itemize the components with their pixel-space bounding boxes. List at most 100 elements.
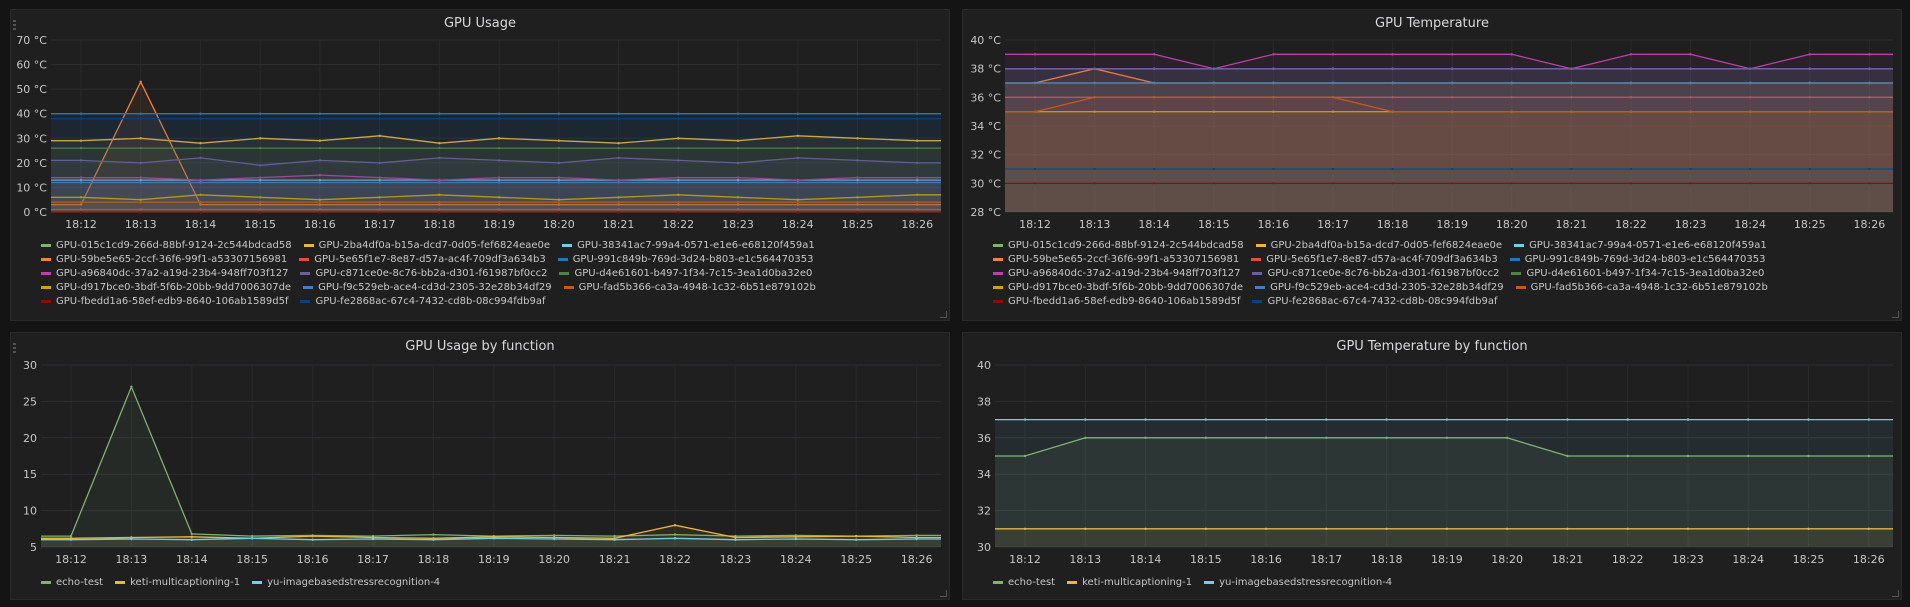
legend-item[interactable]: GPU-c871ce0e-8c76-bb2a-d301-f61987bf0cc2 bbox=[300, 266, 547, 280]
data-point bbox=[1747, 527, 1750, 530]
data-point bbox=[259, 112, 262, 115]
data-point bbox=[1212, 96, 1215, 99]
data-point bbox=[438, 178, 441, 182]
legend-item[interactable]: GPU-991c849b-769d-3d24-b803-e1c564470353 bbox=[557, 252, 813, 266]
x-tick-label: 18:23 bbox=[720, 553, 752, 566]
legend-item[interactable]: GPU-5e65f1e7-8e87-d57a-ac4f-709df3a634b3 bbox=[1251, 252, 1498, 266]
x-tick-label: 18:23 bbox=[1675, 218, 1707, 231]
data-point bbox=[79, 159, 83, 162]
series-area bbox=[51, 113, 941, 212]
data-point bbox=[139, 176, 142, 179]
data-point bbox=[1331, 167, 1335, 171]
series-area bbox=[41, 525, 941, 547]
legend-item[interactable]: GPU-a96840dc-37a2-a19d-23b4-948ff703f127 bbox=[41, 266, 288, 280]
data-point bbox=[378, 176, 381, 179]
data-point bbox=[1272, 81, 1275, 85]
legend-swatch bbox=[563, 285, 574, 289]
drag-handle-icon[interactable] bbox=[13, 343, 16, 353]
data-point bbox=[677, 181, 680, 184]
legend-item[interactable]: GPU-f9c529eb-ace4-cd3d-2305-32e28b34df29 bbox=[1255, 280, 1504, 294]
data-point bbox=[557, 178, 561, 182]
series-area bbox=[1005, 83, 1893, 212]
resize-handle-icon[interactable] bbox=[940, 311, 947, 318]
legend-label: GPU-fbedd1a6-58ef-edb9-8640-106ab1589d5f bbox=[56, 295, 289, 307]
panel-title[interactable]: GPU Temperature bbox=[1375, 16, 1489, 31]
legend-item[interactable]: GPU-c871ce0e-8c76-bb2a-d301-f61987bf0cc2 bbox=[1252, 266, 1499, 280]
legend-item[interactable]: GPU-a96840dc-37a2-a19d-23b4-948ff703f127 bbox=[993, 266, 1240, 280]
legend-item[interactable]: GPU-fbedd1a6-58ef-edb9-8640-106ab1589d5f bbox=[993, 294, 1240, 308]
data-point bbox=[736, 210, 740, 214]
x-tick-label: 18:24 bbox=[1732, 553, 1764, 566]
legend-item[interactable]: GPU-38341ac7-99a4-0571-e1e6-e68120f459a1 bbox=[1514, 238, 1767, 252]
data-point bbox=[916, 139, 919, 142]
data-point bbox=[378, 210, 381, 214]
legend-item[interactable]: GPU-015c1cd9-266d-88bf-9124-2c544bdcad58 bbox=[41, 238, 292, 252]
data-point bbox=[1689, 110, 1692, 113]
legend-item[interactable]: GPU-fe2868ac-67c4-7432-cd8b-08c994fdb9af bbox=[300, 294, 545, 308]
x-tick-label: 18:22 bbox=[662, 218, 694, 231]
drag-handle-icon[interactable] bbox=[13, 20, 16, 30]
resize-handle-icon[interactable] bbox=[940, 590, 947, 597]
data-point bbox=[79, 112, 83, 115]
legend-item[interactable]: GPU-fbedd1a6-58ef-edb9-8640-106ab1589d5f bbox=[41, 294, 288, 308]
legend-item[interactable]: GPU-f9c529eb-ace4-cd3d-2305-32e28b34df29 bbox=[303, 280, 552, 294]
panel-title[interactable]: GPU Usage bbox=[443, 16, 517, 31]
legend-item[interactable]: GPU-5e65f1e7-8e87-d57a-ac4f-709df3a634b3 bbox=[299, 252, 546, 266]
legend-item[interactable]: echo-test bbox=[993, 575, 1055, 589]
data-point bbox=[856, 210, 859, 214]
data-point bbox=[378, 203, 381, 206]
legend-item[interactable]: GPU-d4e61601-b497-1f34-7c15-3ea1d0ba32e0 bbox=[559, 266, 812, 280]
data-point bbox=[1451, 182, 1454, 185]
legend-item[interactable]: yu-imagebasedstressrecognition-4 bbox=[1204, 575, 1392, 589]
legend-swatch bbox=[41, 271, 51, 275]
resize-handle-icon[interactable] bbox=[1892, 311, 1899, 318]
legend-swatch bbox=[299, 257, 310, 261]
data-point bbox=[199, 193, 202, 196]
legend-item[interactable]: GPU-fe2868ac-67c4-7432-cd8b-08c994fdb9af bbox=[1252, 294, 1497, 308]
legend-item[interactable]: GPU-d917bce0-3bdf-5f6b-20bb-9dd7006307de bbox=[993, 280, 1243, 294]
legend-item[interactable]: GPU-015c1cd9-266d-88bf-9124-2c544bdcad58 bbox=[993, 238, 1244, 252]
legend-label: echo-test bbox=[56, 576, 104, 588]
y-tick-label: 30 bbox=[23, 359, 37, 372]
panel-title[interactable]: GPU Usage by function bbox=[405, 339, 555, 354]
legend-swatch bbox=[303, 243, 314, 247]
legend-item[interactable]: GPU-38341ac7-99a4-0571-e1e6-e68120f459a1 bbox=[562, 238, 815, 252]
legend-item[interactable]: GPU-2ba4df0a-b15a-dcd7-0d05-fef6824eae0e bbox=[1255, 238, 1502, 252]
legend-label: GPU-c871ce0e-8c76-bb2a-d301-f61987bf0cc2 bbox=[1267, 267, 1500, 279]
data-point bbox=[796, 201, 799, 204]
legend-item[interactable]: echo-test bbox=[41, 575, 103, 589]
data-point bbox=[613, 538, 616, 541]
data-point bbox=[557, 181, 561, 184]
y-tick-label: 30 bbox=[977, 541, 991, 554]
legend-item[interactable]: GPU-991c849b-769d-3d24-b803-e1c564470353 bbox=[1509, 252, 1765, 266]
data-point bbox=[318, 112, 322, 115]
data-point bbox=[139, 146, 142, 150]
data-point bbox=[1391, 67, 1394, 70]
legend-item[interactable]: GPU-fad5b366-ca3a-4948-1c32-6b51e879102b bbox=[563, 280, 816, 294]
data-point bbox=[1868, 96, 1871, 99]
panel-title[interactable]: GPU Temperature by function bbox=[1336, 339, 1528, 354]
y-tick-label: 30 °C bbox=[970, 177, 1001, 190]
data-point bbox=[856, 117, 859, 120]
legend-label: GPU-f9c529eb-ace4-cd3d-2305-32e28b34df29 bbox=[1270, 281, 1504, 293]
legend-item[interactable]: GPU-d4e61601-b497-1f34-7c15-3ea1d0ba32e0 bbox=[1511, 266, 1764, 280]
data-point bbox=[916, 193, 919, 196]
legend-item[interactable]: keti-multicaptioning-1 bbox=[115, 575, 240, 589]
legend-item[interactable]: keti-multicaptioning-1 bbox=[1067, 575, 1192, 589]
legend-item[interactable]: yu-imagebasedstressrecognition-4 bbox=[252, 575, 440, 589]
data-point bbox=[557, 161, 561, 165]
legend-item[interactable]: GPU-59be5e65-2ccf-36f6-99f1-a53307156981 bbox=[41, 252, 287, 266]
y-tick-label: 10 °C bbox=[16, 181, 47, 194]
legend-item[interactable]: GPU-fad5b366-ca3a-4948-1c32-6b51e879102b bbox=[1515, 280, 1768, 294]
data-point bbox=[1204, 436, 1207, 439]
legend-swatch bbox=[562, 243, 573, 247]
legend-item[interactable]: GPU-59be5e65-2ccf-36f6-99f1-a53307156981 bbox=[993, 252, 1239, 266]
data-point bbox=[916, 161, 919, 165]
data-point bbox=[856, 181, 859, 184]
data-point bbox=[318, 173, 322, 177]
legend-item[interactable]: GPU-d917bce0-3bdf-5f6b-20bb-9dd7006307de bbox=[41, 280, 291, 294]
data-point bbox=[1808, 53, 1811, 56]
legend-item[interactable]: GPU-2ba4df0a-b15a-dcd7-0d05-fef6824eae0e bbox=[303, 238, 550, 252]
data-point bbox=[1093, 110, 1096, 113]
resize-handle-icon[interactable] bbox=[1892, 590, 1899, 597]
